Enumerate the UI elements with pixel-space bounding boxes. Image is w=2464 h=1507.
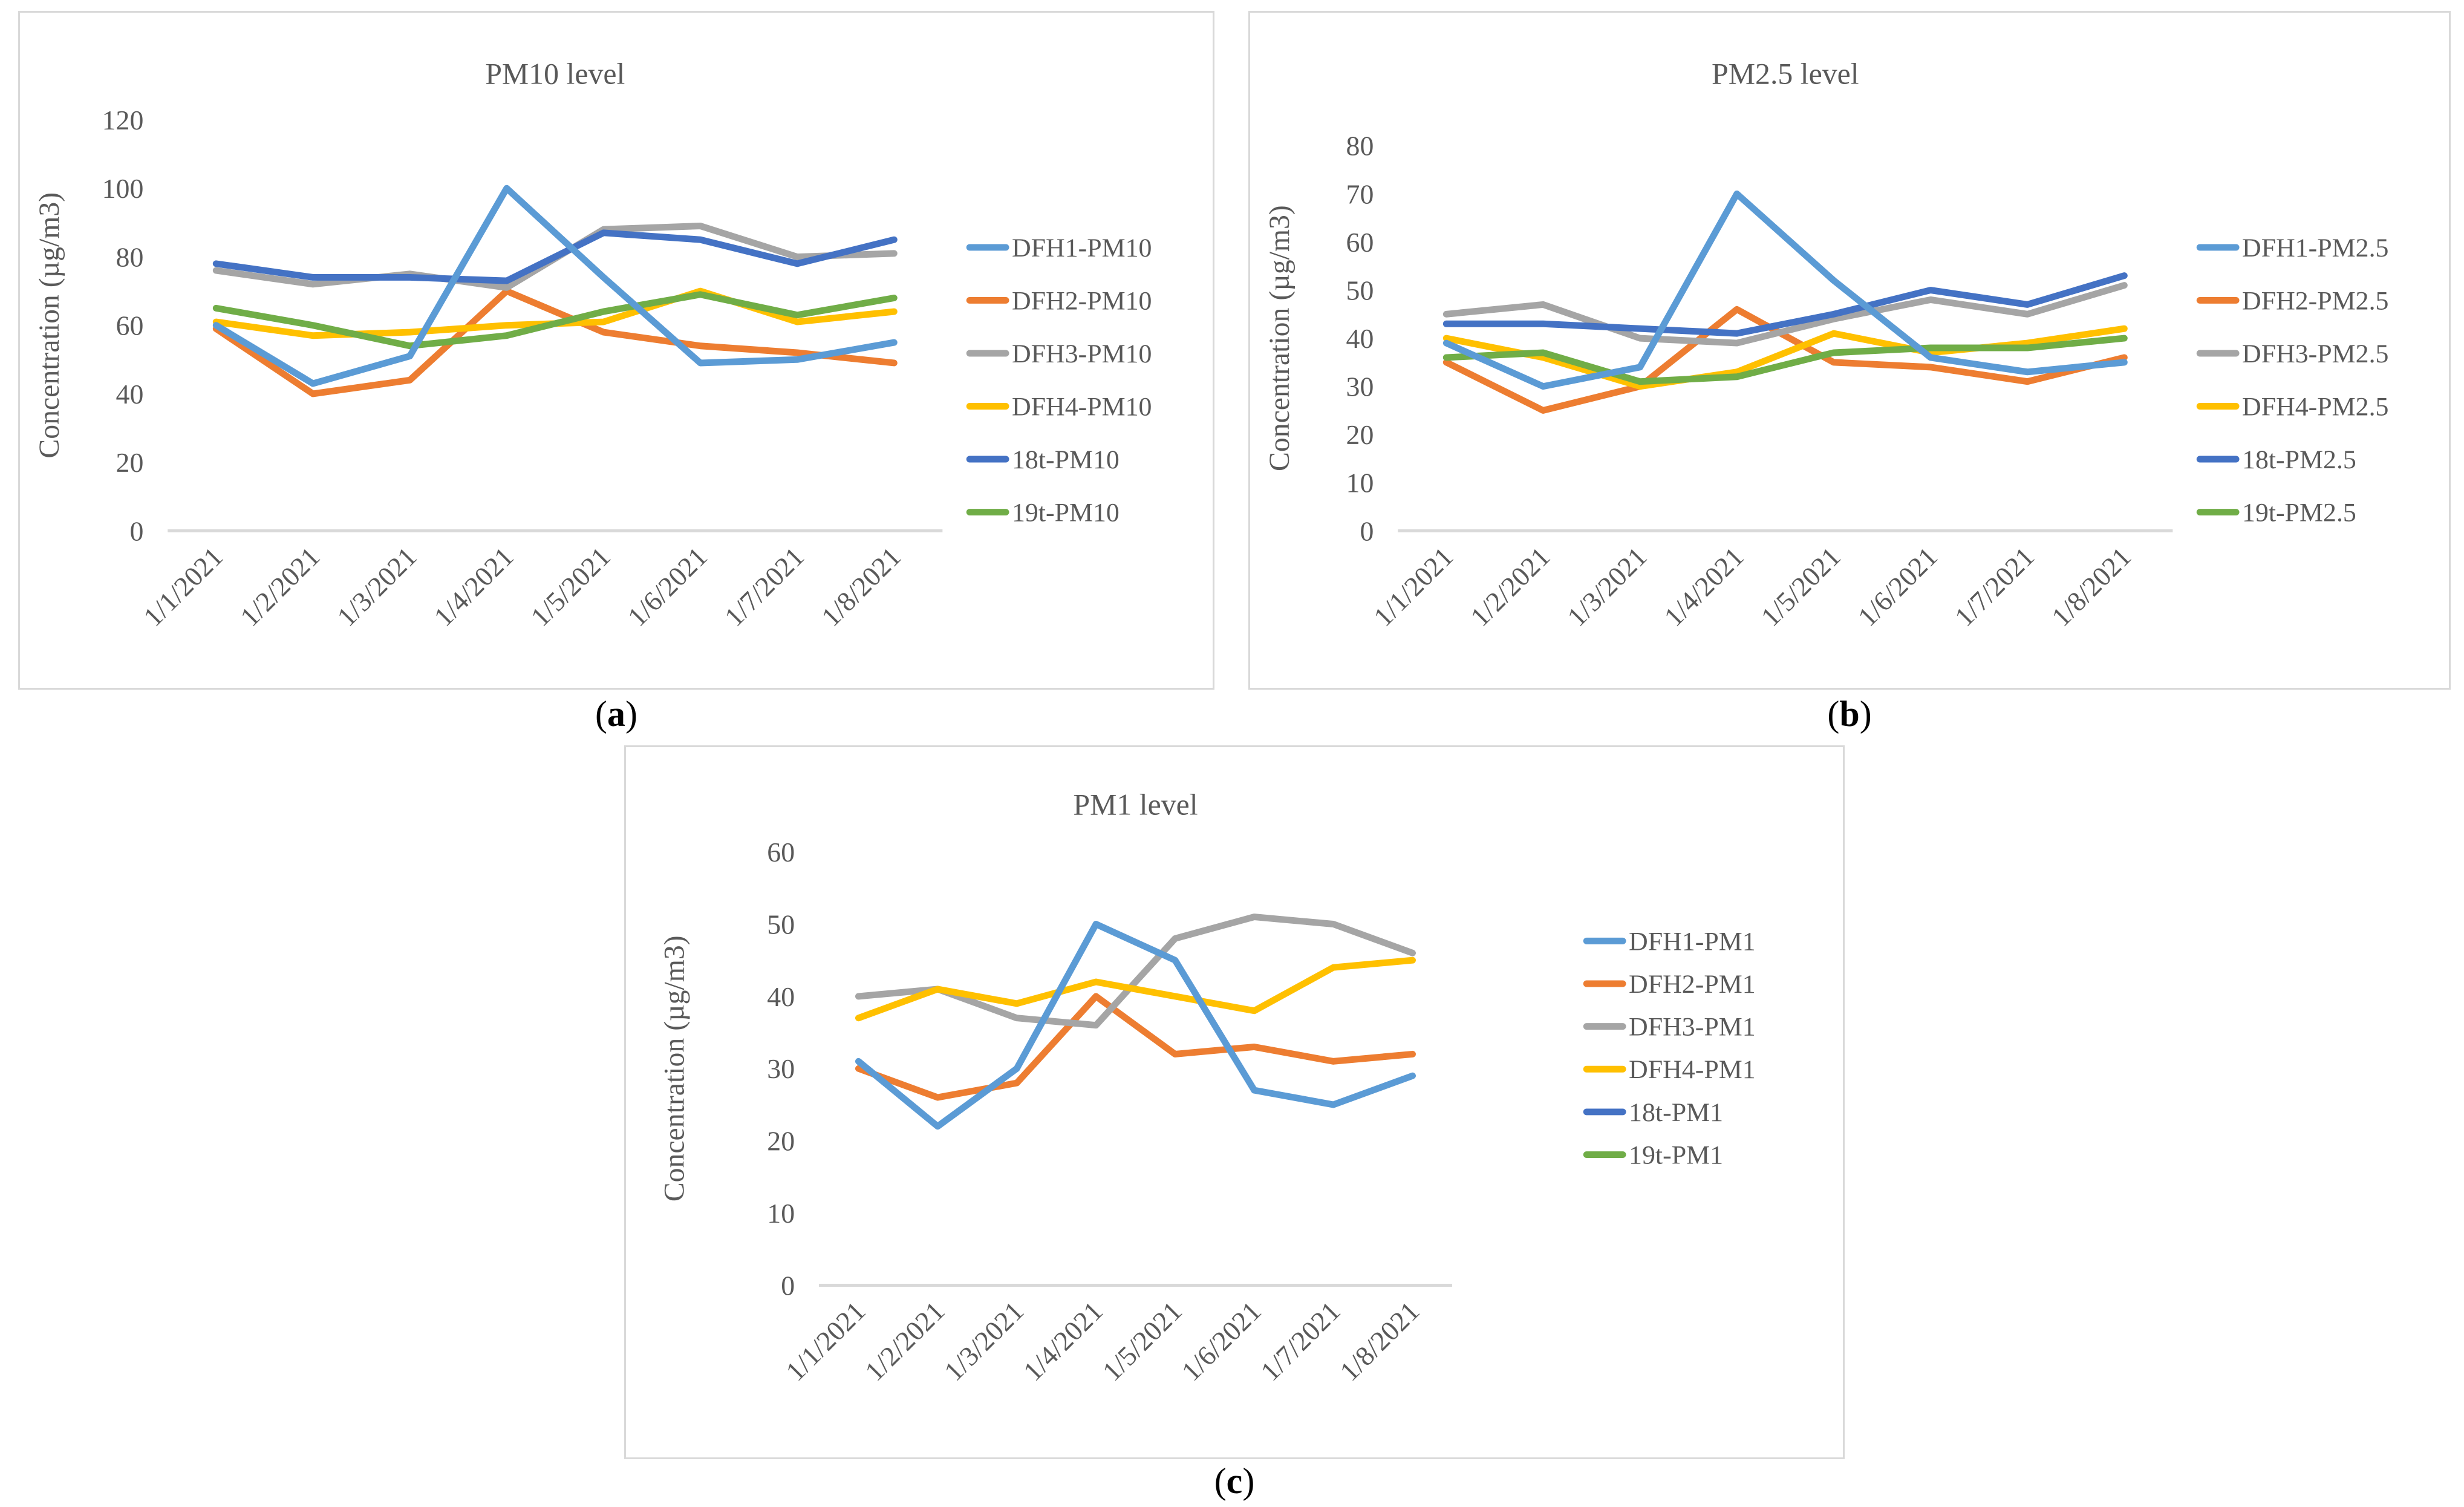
- y-tick-label: 0: [781, 1270, 795, 1301]
- series-line-DFH2-PM2.5: [1442, 306, 2128, 414]
- x-tick-label: 1/4/2021: [428, 541, 519, 632]
- series-line-19t-PM2.5: [1442, 335, 2128, 385]
- pm10-line-chart: PM10 level Concentration (µg/m3) 0 20 40 60 80…: [33, 57, 1152, 632]
- legend-label-DFH1-PM2.5: DFH1-PM2.5: [2242, 234, 2388, 263]
- y-tick-label: 30: [767, 1053, 795, 1084]
- y-tick-label: 40: [767, 981, 795, 1012]
- legend-label-18t-PM1: 18t-PM1: [1629, 1098, 1723, 1127]
- series-line-DFH1-PM10: [212, 185, 898, 387]
- y-tick-label: 20: [116, 447, 144, 478]
- chart-title: PM10 level: [485, 57, 625, 90]
- x-tick-label: 1/5/2021: [525, 541, 616, 632]
- y-tick-label: 40: [1346, 323, 1374, 354]
- legend-label-19t-PM2.5: 19t-PM2.5: [2242, 499, 2356, 528]
- legend-label-DFH1-PM10: DFH1-PM10: [1012, 234, 1152, 263]
- y-axis-title: Concentration (µg/m3): [659, 935, 691, 1201]
- y-tick-label: 80: [1346, 131, 1374, 162]
- x-tick-label: 1/3/2021: [331, 541, 422, 632]
- chart-title: PM1 level: [1073, 788, 1198, 821]
- y-tick-label: 20: [1346, 419, 1374, 450]
- series-line-18t-PM10: [212, 229, 898, 284]
- legend-label-DFH3-PM1: DFH3-PM1: [1629, 1013, 1756, 1042]
- x-tick-label: 1/7/2021: [1254, 1295, 1346, 1387]
- y-tick-label: 80: [116, 241, 144, 272]
- x-tick-label: 1/8/2021: [1334, 1295, 1425, 1387]
- y-tick-label: 50: [1346, 275, 1374, 306]
- y-tick-label: 60: [1346, 227, 1374, 258]
- series-line-DFH4-PM1: [855, 956, 1416, 1022]
- y-axis-title: Concentration (µg/m3): [33, 192, 65, 459]
- series-line-DFH3-PM2.5: [1442, 282, 2128, 347]
- x-tick-label: 1/7/2021: [719, 541, 810, 632]
- y-tick-label: 30: [1346, 371, 1374, 402]
- subfigure-caption-c: (c): [1214, 1461, 1255, 1501]
- y-tick-label: 50: [767, 909, 795, 940]
- series-line-DFH1-PM1: [855, 921, 1416, 1130]
- pm2_5-line-chart: PM2.5 level Concentration (µg/m3) 0 10 20 30 4…: [1263, 57, 2389, 632]
- y-tick-label: 60: [767, 837, 795, 868]
- y-tick-label: 70: [1346, 178, 1374, 209]
- pm1-line-chart: PM1 level Concentration (µg/m3) 0 10 20 30 40 5…: [659, 788, 1756, 1387]
- x-tick-label: 1/8/2021: [2045, 541, 2137, 632]
- legend-label-DFH3-PM10: DFH3-PM10: [1012, 339, 1152, 368]
- x-tick-label: 1/7/2021: [1949, 541, 2040, 632]
- x-tick-label: 1/5/2021: [1097, 1295, 1188, 1387]
- x-tick-label: 1/2/2021: [1464, 541, 1556, 632]
- x-tick-label: 1/4/2021: [1658, 541, 1749, 632]
- y-tick-label: 100: [102, 173, 144, 204]
- subfigure-caption-a: (a): [595, 694, 637, 734]
- x-tick-label: 1/1/2021: [1367, 541, 1459, 632]
- series-line-DFH2-PM1: [855, 993, 1416, 1101]
- legend-label-18t-PM10: 18t-PM10: [1012, 445, 1120, 474]
- y-tick-label: 0: [1360, 515, 1374, 546]
- legend-label-19t-PM1: 19t-PM1: [1629, 1141, 1723, 1170]
- x-tick-label: 1/3/2021: [938, 1295, 1029, 1387]
- legend-label-DFH4-PM10: DFH4-PM10: [1012, 392, 1152, 421]
- series-line-18t-PM2.5: [1442, 272, 2128, 337]
- chart-panel-pm10: PM10 level Concentration (µg/m3) 0 20 40 60 80…: [18, 11, 1214, 690]
- y-tick-label: 0: [129, 515, 143, 546]
- series-line-DFH1-PM2.5: [1442, 190, 2128, 390]
- legend-label-DFH2-PM1: DFH2-PM1: [1629, 970, 1756, 999]
- y-tick-label: 40: [116, 379, 144, 410]
- series-line-DFH2-PM10: [212, 287, 898, 397]
- y-tick-label: 10: [1346, 468, 1374, 499]
- x-tick-label: 1/8/2021: [815, 541, 907, 632]
- x-tick-label: 1/6/2021: [1852, 541, 1943, 632]
- legend-label-DFH2-PM10: DFH2-PM10: [1012, 286, 1152, 315]
- chart-panel-pm2_5: PM2.5 level Concentration (µg/m3) 0 10 20 30 4…: [1248, 11, 2451, 690]
- legend-label-DFH1-PM1: DFH1-PM1: [1629, 927, 1756, 956]
- legend-label-19t-PM10: 19t-PM10: [1012, 499, 1120, 528]
- series-line-19t-PM10: [212, 291, 898, 350]
- y-tick-label: 20: [767, 1126, 795, 1157]
- x-tick-label: 1/2/2021: [859, 1295, 950, 1387]
- legend-label-18t-PM2.5: 18t-PM2.5: [2242, 445, 2356, 474]
- legend-label-DFH3-PM2.5: DFH3-PM2.5: [2242, 339, 2388, 368]
- y-tick-label: 10: [767, 1198, 795, 1229]
- x-tick-label: 1/5/2021: [1755, 541, 1846, 632]
- subfigure-caption-b: (b): [1827, 694, 1872, 734]
- x-tick-label: 1/6/2021: [1175, 1295, 1266, 1387]
- legend-label-DFH2-PM2.5: DFH2-PM2.5: [2242, 286, 2388, 315]
- x-tick-label: 1/4/2021: [1017, 1295, 1109, 1387]
- x-tick-label: 1/6/2021: [622, 541, 713, 632]
- y-tick-label: 120: [102, 105, 144, 136]
- y-axis-title: Concentration (µg/m3): [1263, 205, 1296, 471]
- y-tick-label: 60: [116, 310, 144, 341]
- legend-label-DFH4-PM2.5: DFH4-PM2.5: [2242, 392, 2388, 421]
- chart-panel-pm1: PM1 level Concentration (µg/m3) 0 10 20 30 40 5…: [624, 745, 1845, 1459]
- x-tick-label: 1/1/2021: [780, 1295, 871, 1387]
- x-tick-label: 1/1/2021: [137, 541, 229, 632]
- x-tick-label: 1/2/2021: [234, 541, 325, 632]
- chart-title: PM2.5 level: [1712, 57, 1859, 90]
- legend-label-DFH4-PM1: DFH4-PM1: [1629, 1055, 1756, 1084]
- x-tick-label: 1/3/2021: [1561, 541, 1652, 632]
